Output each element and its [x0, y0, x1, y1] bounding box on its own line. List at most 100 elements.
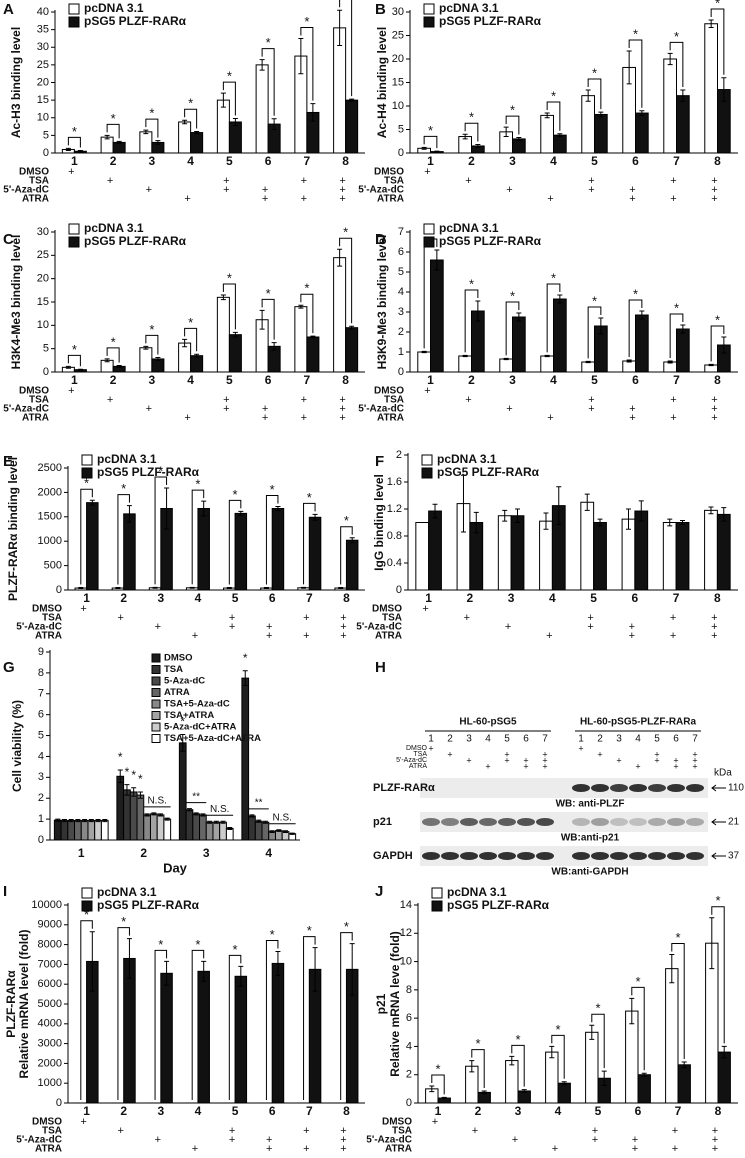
significance-bracket — [145, 118, 159, 138]
treatment-mark: + — [117, 612, 123, 624]
y-tick-label: 30 — [392, 6, 404, 18]
y-tick-label: 6 — [406, 1012, 412, 1024]
treatment-mark: + — [504, 749, 509, 759]
error-bar — [721, 77, 727, 102]
treatment-mark: + — [146, 184, 152, 196]
lane-label: 5 — [654, 734, 660, 745]
bar — [234, 975, 248, 1104]
legend-swatch — [151, 665, 161, 674]
error-bar — [421, 146, 427, 150]
lane-label: 3 — [466, 734, 472, 745]
treatment-mark: + — [339, 403, 345, 415]
error-bar — [137, 791, 143, 799]
bar — [345, 99, 359, 154]
error-bar — [102, 819, 108, 823]
treatment-mark: + — [266, 1134, 272, 1146]
x-tick-label: 6 — [632, 154, 639, 168]
significance-bracket — [631, 986, 645, 1071]
error-bar — [521, 1089, 527, 1093]
blot-band — [686, 784, 704, 792]
bar — [197, 970, 210, 1104]
y-tick-label: 30 — [37, 226, 49, 238]
error-bar — [89, 499, 95, 506]
error-bar — [77, 368, 83, 371]
significance-label: * — [84, 907, 89, 922]
significance-bracket — [117, 927, 130, 1100]
treatment-mark: + — [303, 1143, 309, 1155]
x-tick-label: 3 — [515, 1104, 522, 1118]
y-tick-label: 6 — [38, 709, 44, 721]
bar — [225, 828, 234, 841]
error-bar — [186, 808, 192, 812]
error-bar — [269, 830, 275, 833]
treatment-mark: + — [670, 175, 676, 187]
significance-label: * — [510, 288, 515, 303]
error-bar — [337, 9, 343, 46]
error-bar — [473, 511, 479, 534]
error-bar — [312, 947, 318, 992]
significance-label: * — [111, 111, 116, 126]
treatment-mark: + — [68, 166, 74, 178]
legend-swatch — [151, 722, 161, 732]
y-tick-label: 0.4 — [387, 557, 402, 569]
significance-label: * — [195, 477, 200, 492]
treatment-mark: + — [629, 193, 635, 205]
bar — [677, 1064, 691, 1104]
bar — [178, 742, 187, 841]
error-bar — [475, 300, 481, 322]
legend-swatch — [68, 16, 80, 28]
treatment-mark: + — [266, 621, 272, 633]
legend-swatch — [151, 676, 161, 686]
treatment-mark: + — [546, 630, 552, 642]
treatment-label: 5'-Aza-dC — [16, 1135, 62, 1146]
x-tick-label: 3 — [149, 154, 156, 168]
lane-label: 4 — [485, 734, 491, 745]
bar — [255, 64, 269, 154]
significance-bracket — [431, 1074, 445, 1095]
blot-band — [536, 784, 554, 792]
treatment-mark: + — [552, 1143, 558, 1155]
error-bar — [708, 363, 714, 367]
blot-band — [610, 852, 628, 860]
bar — [306, 336, 320, 373]
x-tick-label: 4 — [187, 154, 194, 168]
treatment-mark: + — [223, 175, 229, 187]
error-bar — [143, 345, 149, 350]
treatment-label: TSA — [384, 176, 404, 187]
treatment-mark: + — [512, 1134, 518, 1146]
blot-band — [629, 784, 647, 792]
treatment-mark: + — [629, 412, 635, 424]
bar — [621, 518, 636, 591]
treatment-mark: + — [587, 612, 593, 624]
bar — [593, 522, 607, 591]
treatment-label: DMSO — [32, 604, 62, 615]
treatment-mark: + — [629, 184, 635, 196]
legend-swatch — [423, 223, 435, 235]
error-bar — [68, 819, 74, 823]
annotation: ** — [192, 791, 200, 802]
bar — [594, 113, 608, 154]
treatment-mark: + — [588, 403, 594, 415]
error-bar — [349, 325, 355, 330]
significance-bracket — [228, 499, 242, 585]
error-bar — [338, 587, 344, 590]
y-tick-label: 8 — [406, 984, 412, 996]
bar — [205, 821, 214, 841]
blot-band — [441, 852, 459, 860]
error-bar — [441, 1096, 447, 1100]
bar — [497, 515, 512, 591]
bar — [139, 131, 153, 154]
treatment-mark: + — [422, 603, 428, 615]
row-label: p21 — [373, 816, 392, 828]
legend-label: pcDNA 3.1 — [437, 452, 497, 466]
blot-strip — [420, 846, 708, 866]
bar — [192, 813, 201, 841]
treatment-mark: + — [223, 184, 229, 196]
significance-label: * — [233, 942, 238, 957]
treatment-label: TSA — [42, 613, 62, 624]
treatment-label: TSA — [413, 751, 427, 758]
bar — [675, 522, 690, 591]
treatment-mark: + — [592, 1134, 598, 1146]
significance-bracket — [546, 283, 561, 353]
error-bar — [680, 89, 686, 102]
